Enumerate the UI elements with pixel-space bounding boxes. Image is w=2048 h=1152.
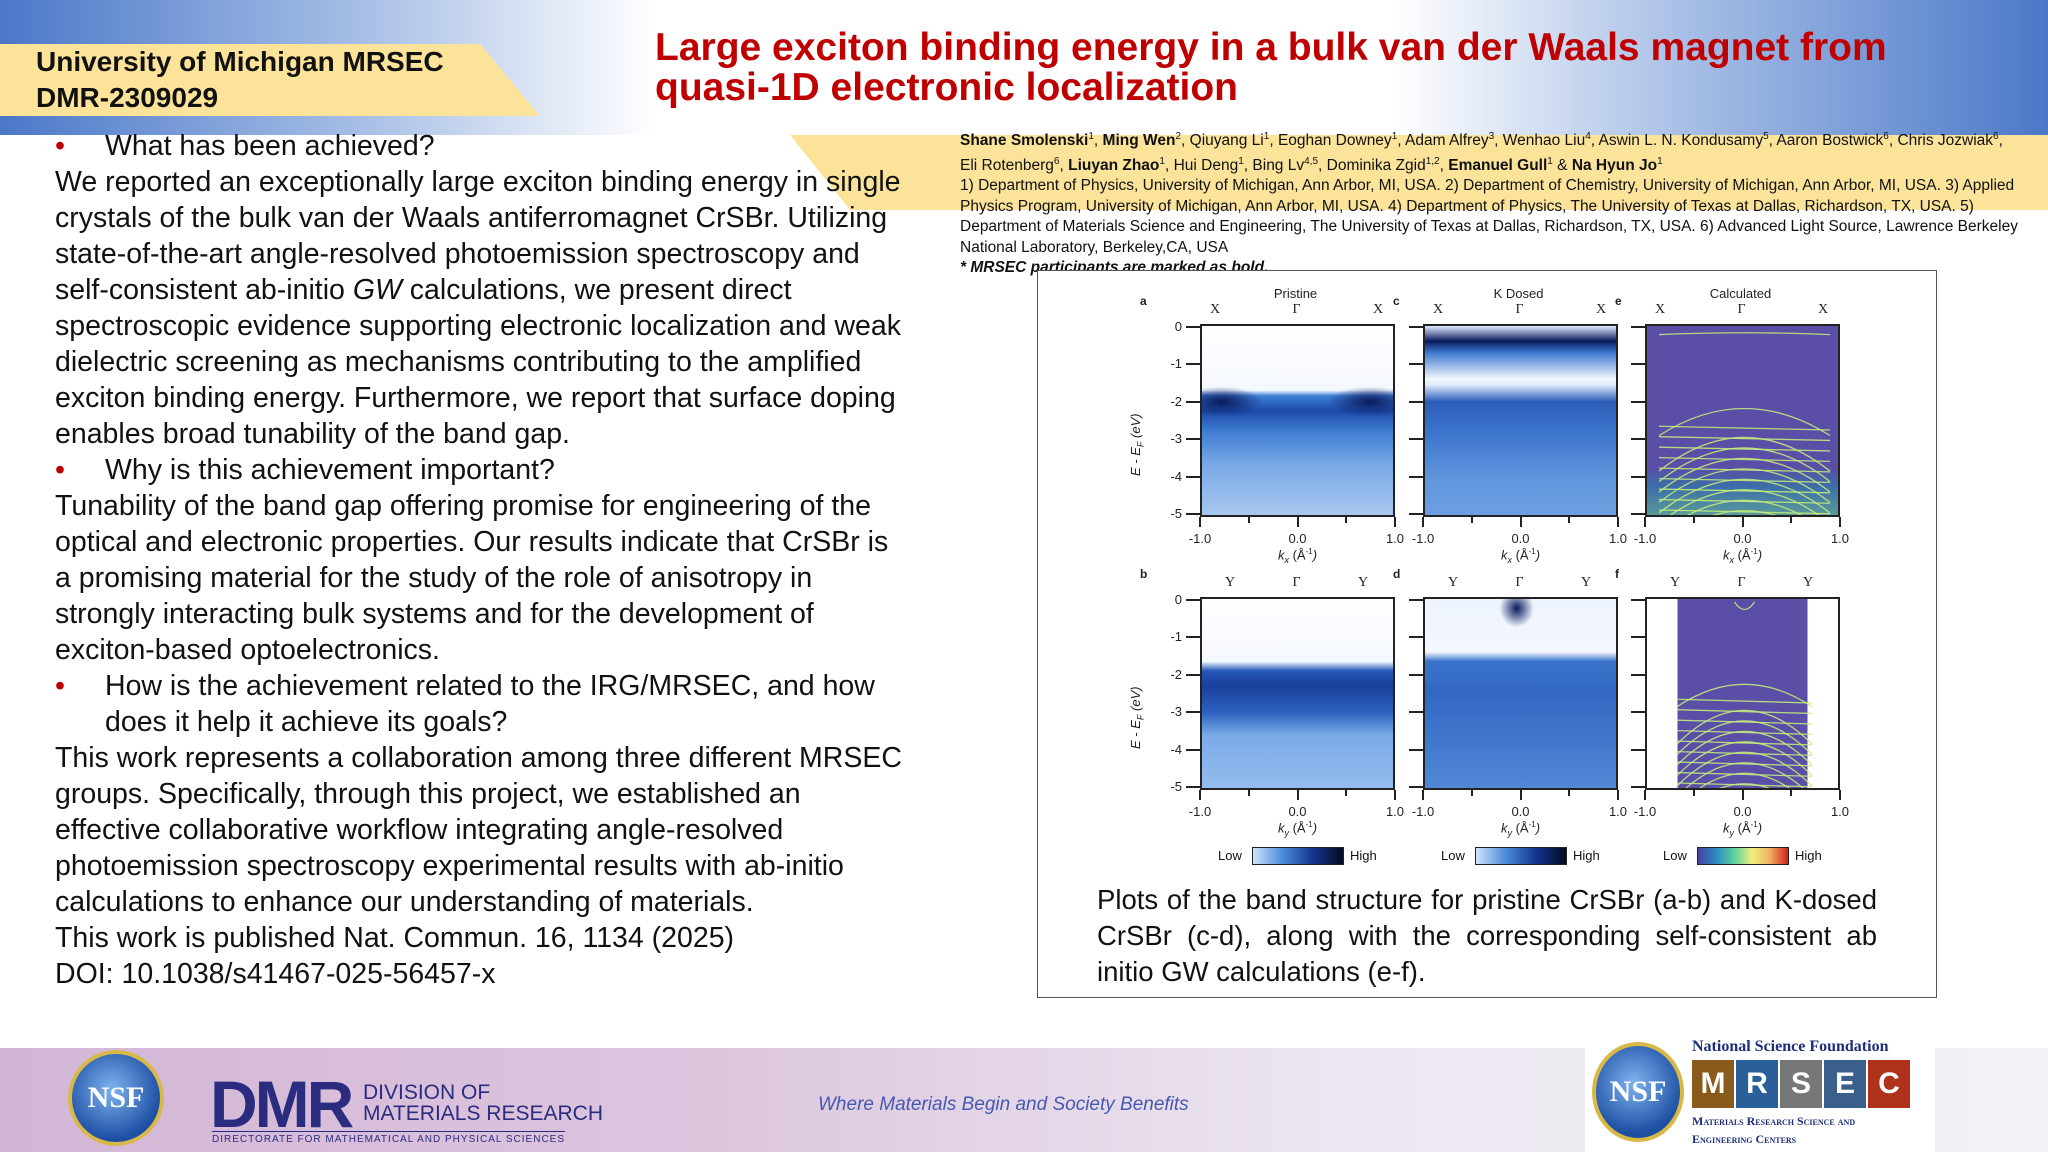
dmr-directorate: DIRECTORATE FOR MATHEMATICAL AND PHYSICA…	[212, 1131, 566, 1145]
author-name: Ming Wen	[1102, 132, 1176, 150]
author-list: Shane Smolenski1, Ming Wen2, Qiuyang Li1…	[960, 131, 2003, 174]
mrsec-letter: C	[1868, 1060, 1910, 1108]
author-affiliation-index: 1	[1391, 131, 1398, 142]
author-affiliation-index: 5	[1763, 131, 1769, 142]
author-affiliation-index: 1	[1159, 155, 1165, 167]
dmr-line-1: DIVISION OF	[363, 1081, 491, 1104]
mrsec-letter: E	[1824, 1060, 1866, 1108]
question-3: How is the achievement related to the IR…	[55, 668, 905, 740]
question-1: What has been achieved?	[55, 128, 905, 164]
author-affiliation-index: 1	[1238, 155, 1244, 167]
author-affiliation-index: 1	[1088, 131, 1094, 142]
award-number: DMR-2309029	[36, 82, 219, 113]
author-name: Emanuel Gull	[1448, 156, 1548, 174]
answer-3: This work represents a collaboration amo…	[55, 742, 902, 918]
dmr-line-2: MATERIALS RESEARCH	[363, 1102, 603, 1125]
author-name: Wenhao Liu	[1502, 132, 1586, 150]
author-name: Dominika Zgid	[1326, 156, 1426, 174]
author-affiliation-index: 3	[1488, 131, 1495, 142]
author-affiliation-index: 1	[1657, 155, 1663, 167]
dmr-logo: DMR	[210, 1067, 354, 1141]
author-affiliation-index: 1	[1263, 131, 1270, 142]
author-name: Aswin L. N. Kondusamy	[1598, 132, 1764, 150]
tagline: Where Materials Begin and Society Benefi…	[818, 1094, 1189, 1115]
mrsec-letter: R	[1736, 1060, 1778, 1108]
author-name: Chris Jozwiak	[1897, 132, 1994, 150]
nsf-logo: NSF	[68, 1050, 164, 1146]
author-name: Na Hyun Jo	[1571, 156, 1658, 174]
question-2: Why is this achievement important?	[55, 452, 905, 488]
authors-block: Shane Smolenski1, Ming Wen2, Qiuyang Li1…	[960, 127, 2020, 279]
mrsec-letter: S	[1780, 1060, 1822, 1108]
doi: DOI: 10.1038/s41467-025-56457-x	[55, 958, 496, 990]
page-title: Large exciton binding energy in a bulk v…	[655, 26, 1887, 109]
figure-caption: Plots of the band structure for pristine…	[1097, 884, 1877, 987]
author-name: Eli Rotenberg	[960, 156, 1054, 174]
answer-2: Tunability of the band gap offering prom…	[55, 490, 889, 666]
mrsec-subtitle: Materials Research Science and Engineerin…	[1692, 1112, 1855, 1148]
author-name: Eoghan Downey	[1277, 132, 1392, 150]
institution-label: University of Michigan MRSEC DMR-2309029	[0, 44, 540, 116]
answer-1-a: We reported an exceptionally large excit…	[55, 166, 901, 306]
author-affiliation-index: 4	[1585, 131, 1591, 142]
mrsec-sub-2: Engineering Centers	[1692, 1132, 1797, 1146]
dmr-name: DIVISION OF MATERIALS RESEARCH	[363, 1082, 603, 1124]
author-name: Adam Alfrey	[1405, 132, 1489, 150]
publication: This work is published Nat. Commun. 16, …	[55, 922, 735, 954]
institution-name: University of Michigan MRSEC	[36, 46, 444, 77]
author-affiliation-index: 2	[1175, 131, 1182, 142]
author-name: Aaron Bostwick	[1776, 132, 1884, 150]
affiliations: 1) Department of Physics, University of …	[960, 177, 2018, 256]
author-name: Bing Lv	[1252, 156, 1305, 174]
answer-1: We reported an exceptionally large excit…	[55, 164, 905, 452]
author-name: Hui Deng	[1173, 156, 1239, 174]
body-text: What has been achieved? We reported an e…	[55, 128, 905, 992]
answer-1-gw: GW	[352, 274, 402, 306]
mrsec-sub-1: Materials Research Science and	[1692, 1114, 1856, 1128]
author-affiliation-index: 4,5	[1304, 155, 1319, 167]
author-name: Shane Smolenski	[960, 132, 1089, 150]
author-affiliation-index: 1,2	[1425, 155, 1440, 167]
author-affiliation-index: 1	[1547, 155, 1553, 167]
mrsec-letter: M	[1692, 1060, 1734, 1108]
author-affiliation-index: 6	[1883, 131, 1889, 142]
authors-highlight-band	[790, 135, 2048, 210]
author-affiliation-index: 6	[1993, 131, 1999, 142]
nsf-logo-right: NSF	[1592, 1042, 1684, 1142]
author-affiliation-index: 6	[1053, 155, 1060, 167]
mrsec-title: National Science Foundation	[1692, 1038, 1889, 1055]
answer-1-b: calculations, we present direct spectros…	[55, 274, 901, 450]
author-name: Liuyan Zhao	[1068, 156, 1160, 174]
author-name: Qiuyang Li	[1189, 132, 1264, 150]
